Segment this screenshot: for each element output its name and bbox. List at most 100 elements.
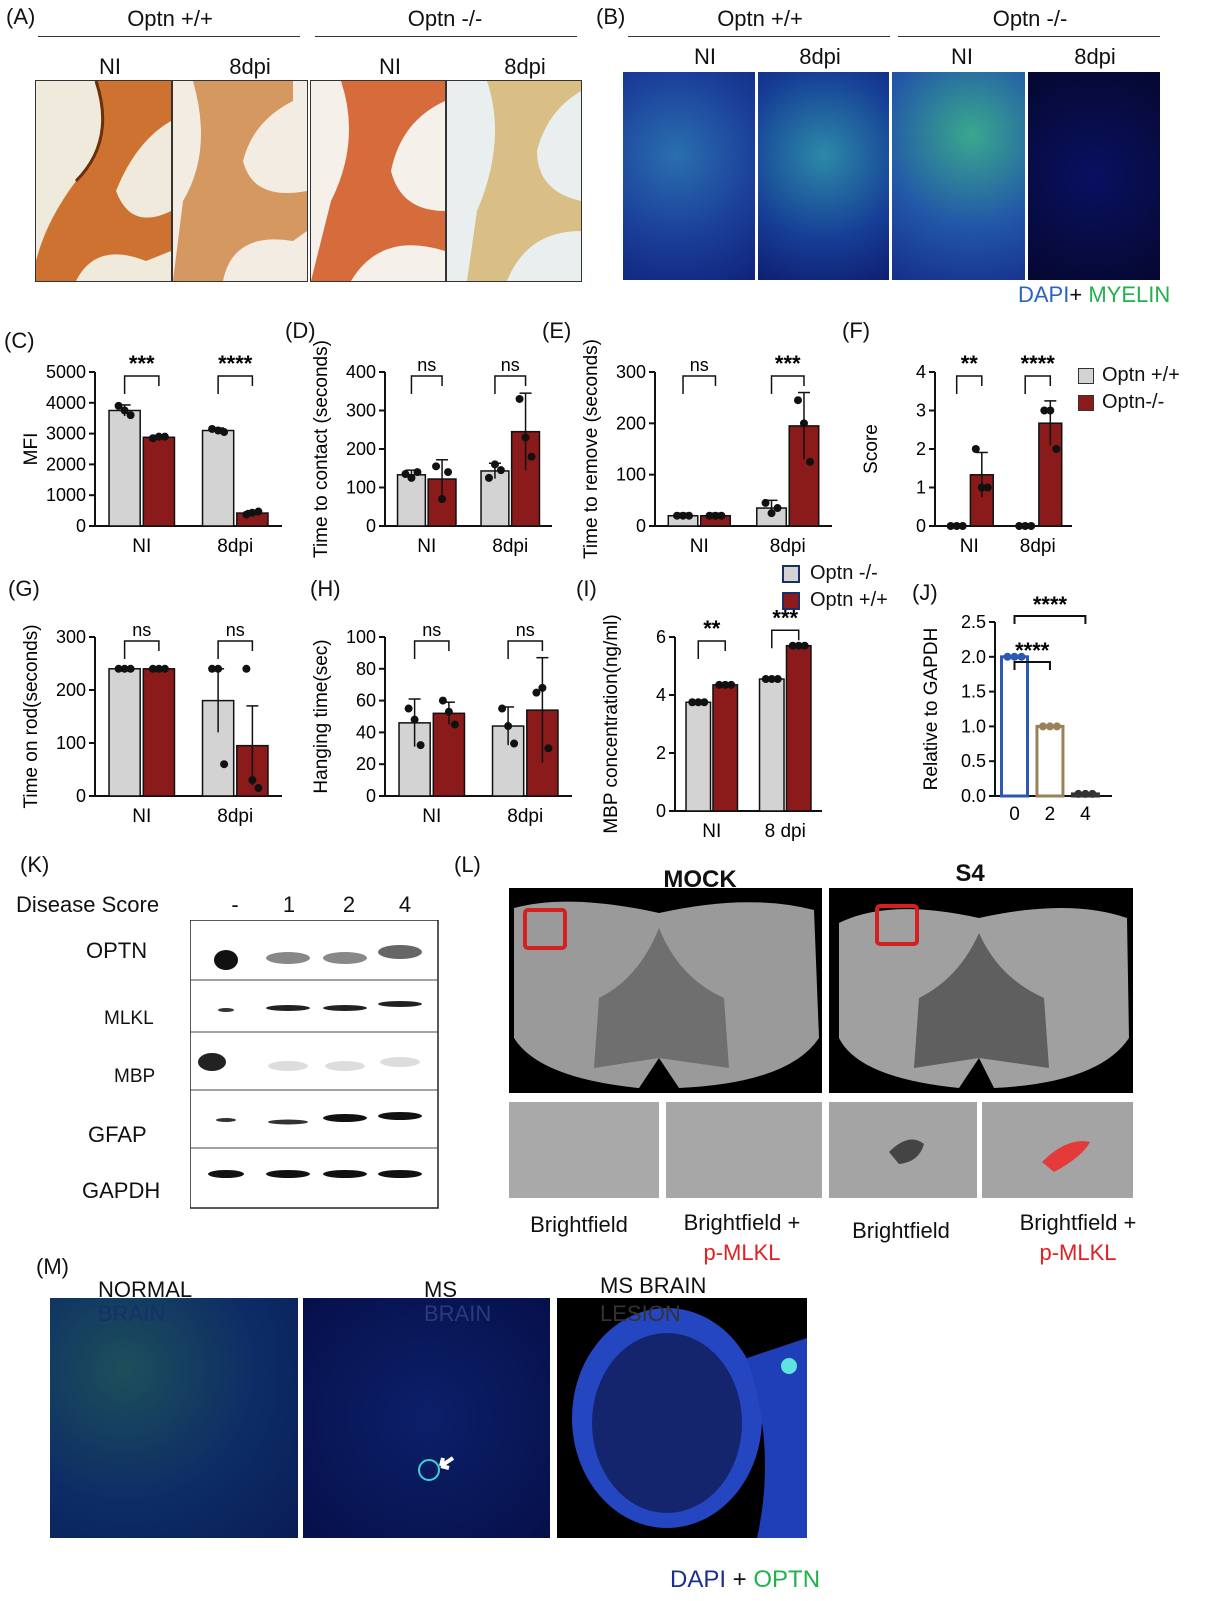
sig-label: ns (516, 620, 535, 640)
data-point (527, 452, 536, 461)
lane-label-4: 4 (398, 892, 412, 917)
legend-top: Optn +/+ Optn-/- (1078, 364, 1217, 414)
data-point (1027, 522, 1036, 530)
lane-label-2: 2 (342, 892, 356, 917)
data-point (114, 401, 123, 410)
data-point (767, 675, 776, 684)
sig-label: ** (703, 616, 721, 641)
chart-c: 0 1000 2000 3000 4000 5000 MFI NI *** 8dpi **** (21, 351, 282, 557)
chart-d: 0 100 200 300 400 Time to contact (seconds) NI… (311, 340, 552, 558)
legend-top-item1: Optn +/+ (1102, 364, 1180, 386)
data-point (1052, 722, 1061, 731)
chart-j: 0.0 0.5 1.0 1.5 2.0 2.5 Relative to GAPDH 0 2 4 **… (921, 592, 1112, 825)
panel-m-title-2-line1: MS (424, 1277, 457, 1302)
sig-label: ** (961, 351, 979, 376)
y-tick-label: 5000 (46, 362, 86, 382)
blot-label-gfap: GFAP (88, 1122, 147, 1147)
panel-l-s4-brightfield-pmlkl (982, 1102, 1133, 1198)
data-point (126, 411, 135, 420)
sig-bracket (1013, 615, 1087, 624)
x-tick-label: NI (960, 536, 979, 557)
sig-label: *** (772, 605, 798, 630)
panel-label-b: (B) (596, 4, 626, 29)
data-point (1040, 406, 1049, 415)
y-tick-label: 1.5 (961, 682, 986, 702)
data-point (444, 707, 453, 716)
data-point (248, 508, 257, 517)
y-tick-label: 6 (656, 627, 666, 647)
bar-2 (1035, 724, 1065, 798)
lane-label-0: - (231, 892, 239, 917)
data-point (148, 664, 157, 673)
bar-NI-0 (685, 701, 712, 812)
data-point (767, 509, 776, 518)
band-gfap-1 (268, 1119, 308, 1125)
panel-a-group1: Optn +/+ (127, 6, 213, 31)
label-bf-plus-2: Brightfield + (1019, 1210, 1137, 1235)
y-tick-label: 100 (346, 478, 376, 498)
legend-swatch-ko-mid (782, 564, 800, 583)
y-tick-label: 300 (56, 627, 86, 647)
panel-m-title-1: NORMAL BRAIN (98, 1278, 192, 1326)
data-point (484, 473, 493, 482)
data-point (148, 434, 157, 443)
plus-label-m: + (726, 1566, 754, 1593)
data-point (432, 462, 441, 471)
x-tick-label: NI (132, 536, 151, 557)
y-tick-label: 4000 (46, 393, 86, 413)
panel-b-group1: Optn +/+ (717, 6, 803, 31)
band-mbp-4 (380, 1057, 420, 1067)
sig-bracket (217, 640, 254, 659)
bar-NI-0 (108, 668, 141, 797)
panel-m-ms-brain (303, 1298, 550, 1538)
panel-l-mock-section (509, 888, 822, 1093)
band-mbp-2 (325, 1061, 365, 1071)
data-point (120, 664, 129, 673)
bar-8 dpi-1 (785, 644, 812, 812)
y-tick-label: 100 (616, 465, 646, 485)
x-tick-label: NI (702, 821, 721, 842)
arrow-icon (439, 1456, 455, 1470)
y-tick-label: 20 (356, 754, 376, 774)
sig-label: ns (690, 355, 709, 375)
data-point (254, 507, 263, 516)
panel-m-normal-brain (50, 1298, 298, 1538)
band-mbp-0 (198, 1053, 226, 1071)
y-tick-label: 40 (356, 722, 376, 742)
data-point (544, 744, 553, 753)
y-axis-label: Hanging time(sec) (311, 639, 332, 793)
y-tick-label: 2 (656, 743, 666, 763)
data-point (438, 495, 447, 504)
y-tick-label: 0 (636, 516, 646, 536)
data-point (721, 680, 730, 689)
bar-0 (1000, 655, 1029, 798)
x-tick-label: 8dpi (770, 536, 806, 557)
data-point (416, 741, 425, 750)
band-mlkl-1 (266, 1005, 310, 1011)
roi-box-mock (523, 908, 567, 950)
panel-a-group2: Optn -/- (407, 6, 483, 31)
data-point (490, 460, 499, 469)
band-gapdh-1 (266, 1170, 310, 1178)
panel-m-title-1-line1: NORMAL (98, 1277, 193, 1302)
panel-label-f: (F) (842, 318, 871, 343)
y-axis-label: Relative to GAPDH (921, 628, 942, 791)
data-point (126, 664, 135, 673)
western-header: Disease Score (16, 892, 160, 917)
x-tick-label: NI (422, 806, 441, 827)
y-tick-label: 3000 (46, 424, 86, 444)
panel-b-8dpi-2: 8dpi (1074, 44, 1116, 69)
roi-box-s4 (875, 904, 919, 946)
panel-b-image-wt-ni (623, 72, 755, 280)
panel-b-stain-legend: DAPI+ MYELIN (1018, 282, 1170, 308)
data-point (160, 432, 169, 441)
x-tick-label: 8dpi (217, 806, 253, 827)
data-point (515, 394, 524, 403)
bar-NI-0 (396, 474, 427, 527)
panel-label-d: (D) (285, 318, 316, 343)
label-brightfield-2: Brightfield (852, 1218, 950, 1243)
band-mlkl-0 (218, 1008, 234, 1012)
data-point (727, 680, 736, 689)
lane-label-1: 1 (282, 892, 296, 917)
panel-a-ni-2: NI (379, 54, 401, 79)
